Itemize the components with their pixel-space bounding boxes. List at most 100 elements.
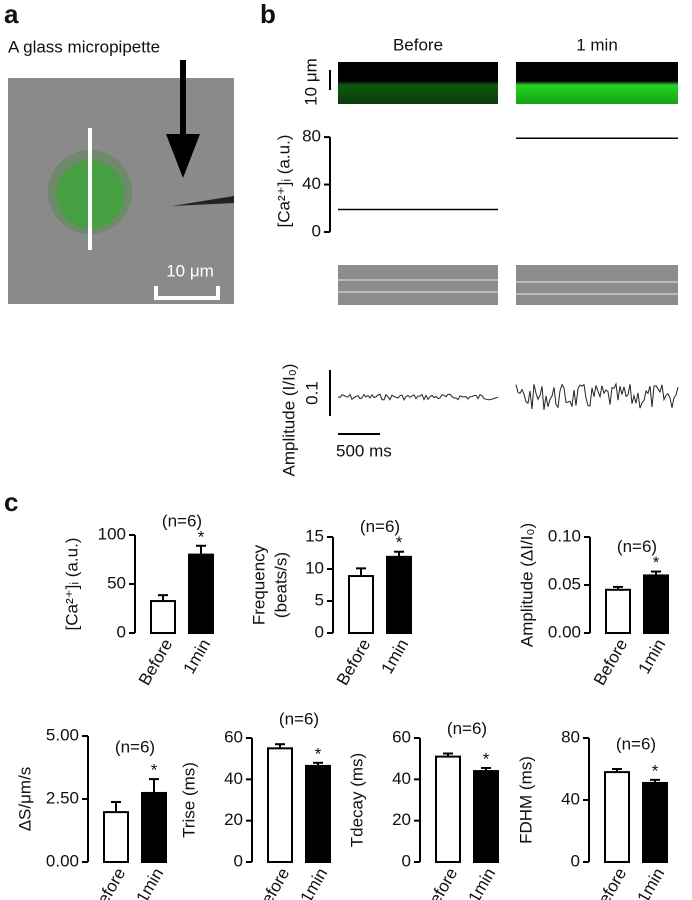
y-tick-label: 40 bbox=[561, 789, 580, 808]
x-tick-label: Before bbox=[590, 636, 632, 689]
bar bbox=[141, 791, 167, 864]
x-tick-label: Before bbox=[333, 636, 375, 689]
arrow-head bbox=[166, 134, 200, 178]
x-tick-label: 1min bbox=[377, 636, 412, 677]
y-tick-label: 50 bbox=[107, 573, 126, 592]
x-tick-label: 1min bbox=[633, 865, 668, 900]
significance: * bbox=[483, 749, 490, 768]
panel-label: b bbox=[260, 0, 276, 29]
axis-label: FDHM (ms) bbox=[516, 756, 535, 844]
y-tick-label: 80 bbox=[561, 727, 580, 746]
transmitted-linescan bbox=[516, 265, 678, 305]
y-tick-label: 40 bbox=[302, 174, 321, 193]
y-tick-label: 15 bbox=[305, 526, 324, 545]
y-tick-label: 5 bbox=[315, 590, 324, 609]
y-tick-label: 60 bbox=[224, 727, 243, 746]
bar bbox=[305, 764, 331, 864]
micropipette bbox=[172, 196, 234, 206]
x-tick-label: 1min bbox=[464, 865, 499, 900]
x-tick-label: Before bbox=[589, 865, 631, 900]
scale-label: 10 μm bbox=[301, 58, 320, 106]
annotation: (n=6) bbox=[616, 734, 656, 753]
axis-label: Tdecay (ms) bbox=[347, 753, 366, 847]
annotation: (n=6) bbox=[447, 719, 487, 738]
annotation: (n=6) bbox=[162, 511, 202, 530]
y-tick-label: 0 bbox=[234, 851, 243, 870]
axis-label: ΔS/μm/s bbox=[15, 767, 34, 832]
bar bbox=[435, 755, 461, 863]
scale-bar bbox=[154, 286, 220, 300]
y-tick-label: 5.00 bbox=[46, 725, 79, 744]
significance: * bbox=[396, 533, 403, 552]
y-tick-label: 40 bbox=[392, 769, 411, 788]
y-tick-label: 0.00 bbox=[548, 622, 581, 641]
annotation: (n=6) bbox=[617, 537, 657, 556]
bar bbox=[473, 770, 499, 863]
amplitude-trace bbox=[515, 382, 679, 410]
annotation: A glass micropipette bbox=[8, 37, 160, 56]
bar bbox=[604, 771, 630, 863]
bar bbox=[348, 575, 374, 634]
y-tick-label: 0 bbox=[315, 622, 324, 641]
bar bbox=[267, 747, 293, 863]
y-tick-label: 0 bbox=[312, 221, 321, 240]
column-header: Before bbox=[393, 35, 443, 54]
bar bbox=[605, 588, 631, 634]
axis-label: [Ca²⁺]ᵢ (a.u.) bbox=[274, 135, 293, 228]
axis-label: (beats/s) bbox=[271, 552, 290, 618]
annotation: (n=6) bbox=[360, 517, 400, 536]
significance: * bbox=[652, 761, 659, 780]
linescan bbox=[516, 62, 678, 104]
y-tick-label: 2.50 bbox=[46, 788, 79, 807]
scale-label: 10 μm bbox=[166, 261, 214, 280]
axis-label: Amplitude (I/I₀) bbox=[279, 364, 298, 477]
bar bbox=[150, 600, 176, 635]
significance: * bbox=[315, 744, 322, 763]
x-tick-label: Before bbox=[252, 865, 294, 900]
bar bbox=[188, 553, 214, 634]
bar bbox=[643, 574, 669, 635]
significance: * bbox=[653, 553, 660, 572]
bar bbox=[103, 811, 129, 864]
linescan bbox=[338, 62, 498, 104]
x-tick-label: 1min bbox=[132, 865, 167, 900]
y-tick-label: 20 bbox=[392, 810, 411, 829]
y-tick-label: 60 bbox=[392, 727, 411, 746]
y-tick-label: 100 bbox=[98, 524, 126, 543]
y-tick-label: 0.10 bbox=[548, 526, 581, 545]
scale-label: 500 ms bbox=[336, 441, 392, 460]
y-tick-label: 80 bbox=[302, 127, 321, 146]
y-tick-label: 0.00 bbox=[46, 851, 79, 870]
significance: * bbox=[198, 527, 205, 546]
x-tick-label: Before bbox=[420, 865, 462, 900]
column-header: 1 min bbox=[576, 35, 618, 54]
axis-label: [Ca²⁺]ᵢ (a.u.) bbox=[62, 538, 81, 631]
axis-label: Amplitude (ΔI/I₀) bbox=[517, 523, 536, 647]
x-tick-label: Before bbox=[135, 636, 177, 689]
amplitude-trace bbox=[337, 393, 499, 401]
y-tick-label: 20 bbox=[224, 810, 243, 829]
bar bbox=[386, 555, 412, 635]
y-tick-label: 10 bbox=[305, 558, 324, 577]
annotation: (n=6) bbox=[279, 710, 319, 729]
transmitted-linescan bbox=[338, 265, 498, 305]
y-tick-label: 0.05 bbox=[548, 574, 581, 593]
x-tick-label: Before bbox=[88, 865, 130, 900]
x-tick-label: 1min bbox=[634, 636, 669, 677]
y-tick-label: 0 bbox=[571, 851, 580, 870]
x-tick-label: 1min bbox=[179, 636, 214, 677]
significance: * bbox=[151, 761, 158, 780]
scale-label: 0.1 bbox=[302, 381, 321, 405]
y-tick-label: 0 bbox=[117, 622, 126, 641]
y-tick-label: 0 bbox=[402, 851, 411, 870]
axis-label: Frequency bbox=[249, 544, 268, 625]
y-tick-label: 40 bbox=[224, 769, 243, 788]
annotation: (n=6) bbox=[115, 737, 155, 756]
axis-label: Trise (ms) bbox=[179, 762, 198, 838]
panel-label: c bbox=[4, 487, 18, 517]
x-tick-label: 1min bbox=[296, 865, 331, 900]
bar bbox=[642, 781, 668, 864]
panel-label: a bbox=[4, 0, 19, 29]
